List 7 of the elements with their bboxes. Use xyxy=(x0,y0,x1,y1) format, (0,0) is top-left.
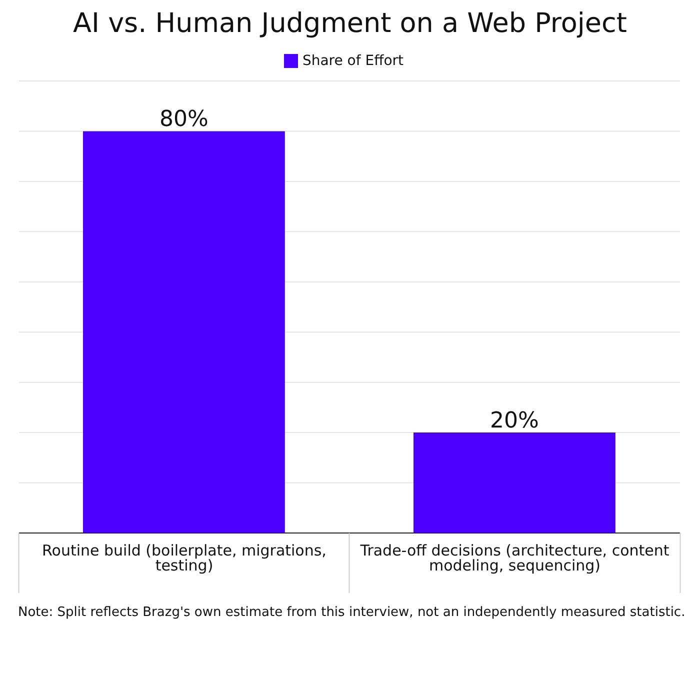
chart-title: AI vs. Human Judgment on a Web Project xyxy=(72,8,628,39)
data-label: 20% xyxy=(490,408,539,434)
text: Note: Split reflects Brazg's own estimate from this interview, not an independently measured statistic. xyxy=(18,604,686,622)
data-label: 80% xyxy=(160,107,208,132)
legend-label: Share of Effort xyxy=(302,53,404,69)
x-tick-label: Trade-off decisions (architecture, content modeling, sequencing) xyxy=(359,542,670,575)
x-tick-label: Routine build (boilerplate, migrations, testing) xyxy=(42,542,326,575)
